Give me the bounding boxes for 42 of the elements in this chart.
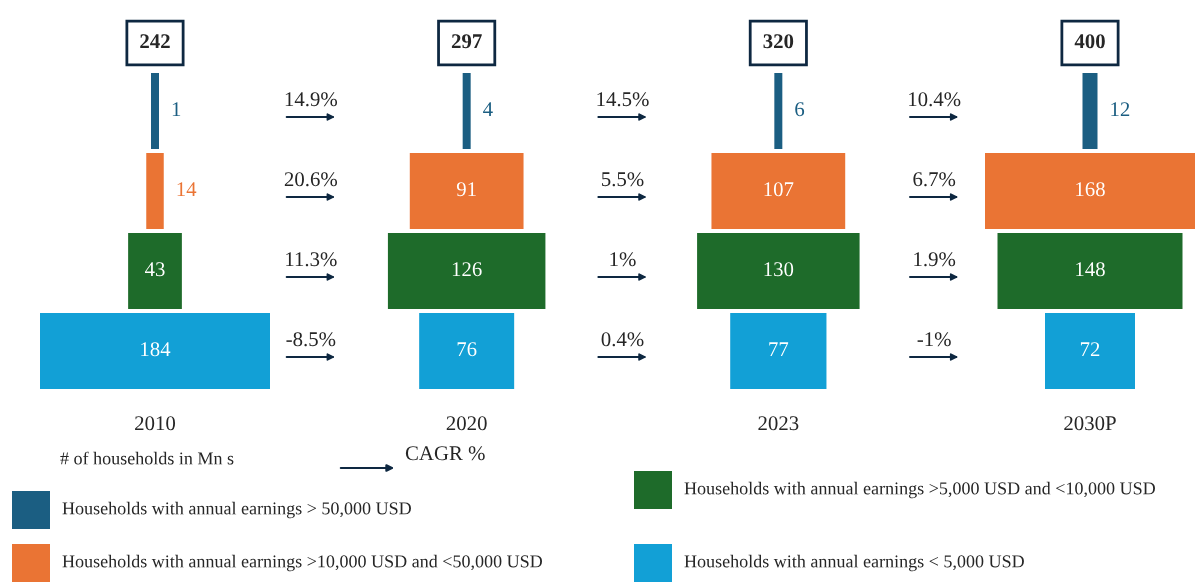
legend-label: Households with annual earnings >10,000 USD and <50,000 USD [62,554,543,572]
data-label: 1 [172,102,181,117]
legend-label: Households with annual earnings < 5,000 USD [684,554,1024,572]
text: 297 [451,34,482,49]
legend-label: Households with annual earnings >5,000 USD and <10,000 USD [684,481,1155,499]
text: 20.6% [284,172,338,187]
data-label: 12 [1111,102,1130,117]
data-label: 72 [1080,342,1100,357]
text: 6.7% [913,172,956,187]
data-label: 14 [177,182,197,197]
text: CAGR % [405,446,485,461]
data-label: 148 [1076,262,1105,277]
data-label: 126 [452,262,482,277]
text: 400 [1074,34,1105,49]
text: 10.4% [909,92,961,107]
data-label: 107 [764,182,794,197]
category-label: 2020 [446,416,487,431]
text: 14.9% [285,92,338,107]
data-label: 130 [764,262,794,277]
data-label: 43 [144,262,165,277]
text: 242 [140,34,170,49]
data-label: 4 [483,102,493,117]
text: 320 [763,34,794,49]
text: 0.4% [601,332,644,347]
text: -1% [917,332,951,347]
text: 14.5% [597,92,649,107]
text: 1% [610,252,636,267]
text: 5.5% [602,172,644,187]
text: 1.9% [914,252,956,267]
legend-label: Households with annual earnings > 50,000 USD [62,501,411,519]
category-label: 2030P [1064,416,1116,431]
text: # of households in Mn s [60,451,234,465]
data-label: 91 [456,182,476,197]
data-label: 168 [1076,182,1105,197]
data-label: 76 [457,342,477,357]
data-label: 77 [769,342,789,357]
data-label: 184 [141,342,171,357]
category-label: 2023 [758,416,799,431]
category-label: 2010 [135,416,176,431]
data-label: 6 [795,102,805,117]
text: 11.3% [286,252,337,267]
text: -8.5% [286,332,336,347]
